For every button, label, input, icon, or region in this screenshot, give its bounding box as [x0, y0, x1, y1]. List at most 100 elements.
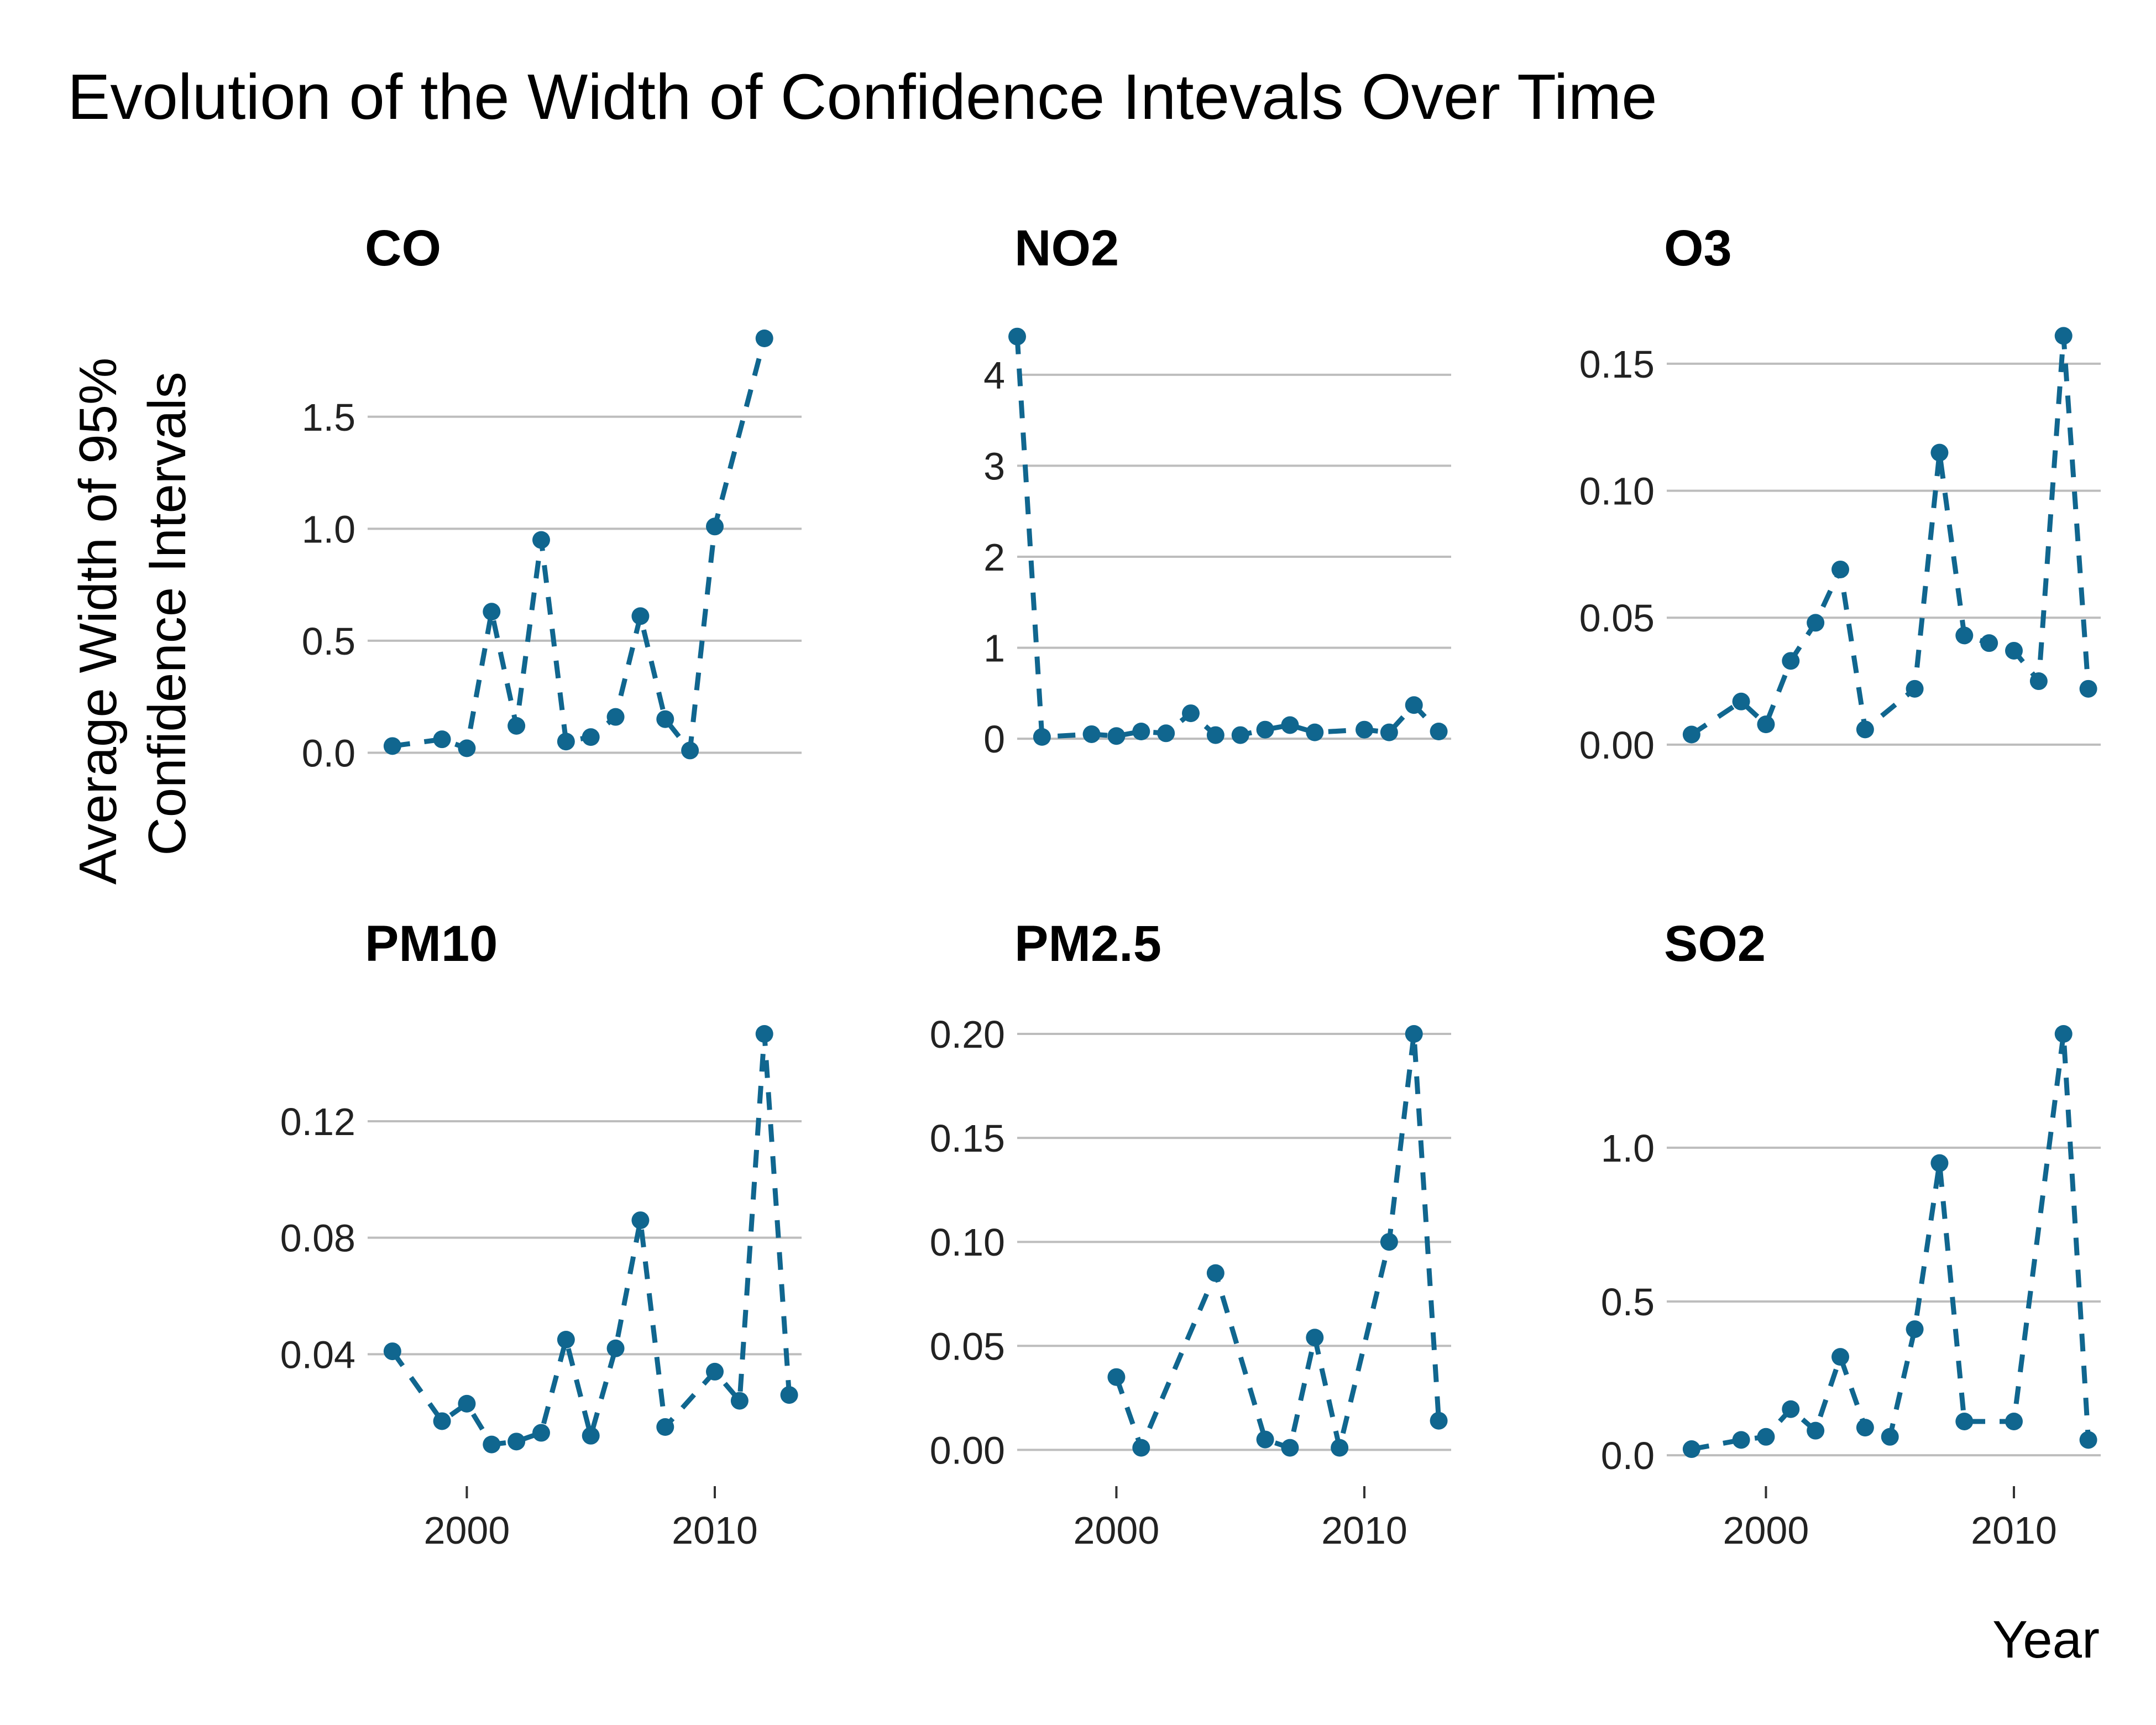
panel-title-no2: NO2 [1014, 220, 1119, 276]
data-point [1881, 1428, 1899, 1446]
data-point [1380, 1233, 1398, 1251]
data-point [532, 1424, 550, 1442]
data-point [2054, 1025, 2073, 1043]
series-line-no2 [1014, 336, 1441, 740]
data-point [1807, 614, 1825, 632]
y-tick-label: 0.5 [302, 620, 355, 663]
series-line-o3 [1690, 336, 2091, 737]
data-point [706, 518, 724, 536]
y-tick-label: 0 [983, 718, 1005, 761]
data-point [656, 710, 674, 728]
data-point [1906, 1320, 1924, 1339]
data-point [755, 330, 773, 347]
y-tick-label: 4 [983, 354, 1005, 397]
x-tick-label: 2000 [1074, 1509, 1160, 1552]
y-axis-label-line-2: Confidence Intervals [138, 372, 197, 855]
data-point [2079, 1431, 2097, 1449]
data-point [1107, 727, 1126, 745]
data-point [433, 730, 451, 749]
data-point [1955, 626, 1974, 645]
data-point [1206, 726, 1224, 744]
data-point [1256, 720, 1274, 739]
data-point [656, 1418, 674, 1436]
panel-pm25: PM2.5 0.00 0.05 0.10 0.15 0.20 2000 2010 [930, 916, 1451, 1552]
data-point [582, 728, 600, 746]
data-point [1231, 726, 1249, 744]
data-point [755, 1025, 773, 1043]
data-point [532, 531, 550, 549]
x-tick-label: 2010 [672, 1509, 758, 1552]
data-point [383, 1342, 401, 1361]
data-point [1182, 704, 1200, 723]
data-point [1955, 1412, 1974, 1430]
facet-panels: CO 0.0 0.5 1.0 1.5 NO2 0 1 2 3 4 O3 0.00 0.05 0.10 0.15… [280, 220, 2101, 1552]
y-tick-label: 1.0 [302, 508, 355, 551]
y-tick-label: 0.05 [1579, 597, 1655, 640]
data-point [1356, 720, 1373, 739]
data-point [1405, 1025, 1423, 1043]
data-point [507, 717, 526, 735]
series-line-pm25 [1114, 1033, 1442, 1455]
data-point [557, 1331, 575, 1348]
panel-title-pm25: PM2.5 [1014, 916, 1161, 972]
data-point [1732, 692, 1750, 710]
data-point [730, 1392, 749, 1410]
data-point [1033, 728, 1051, 746]
y-tick-label: 3 [983, 445, 1005, 488]
data-point [1682, 725, 1700, 744]
data-point [458, 739, 476, 757]
data-point [1430, 1412, 1448, 1430]
data-point [1082, 725, 1101, 743]
data-point [780, 1386, 798, 1404]
data-point [1732, 1431, 1750, 1449]
data-point [433, 1412, 451, 1430]
panel-co: CO 0.0 0.5 1.0 1.5 [302, 220, 802, 775]
x-tick-label: 2000 [424, 1509, 510, 1552]
data-point [458, 1394, 476, 1413]
data-point [1831, 560, 1849, 578]
data-point [1107, 1368, 1126, 1386]
data-point [2054, 327, 2073, 345]
y-tick-label: 0.05 [930, 1325, 1005, 1368]
y-tick-label: 0.10 [930, 1221, 1005, 1264]
data-point [2005, 641, 2023, 660]
panel-title-o3: O3 [1664, 220, 1732, 276]
data-point [2005, 1412, 2023, 1430]
data-point [1132, 1439, 1150, 1457]
y-tick-label: 0.15 [930, 1117, 1005, 1160]
panel-title-pm10: PM10 [365, 916, 498, 972]
panel-no2: NO2 0 1 2 3 4 [983, 220, 1451, 761]
data-point [1380, 723, 1398, 741]
data-point [1930, 443, 1949, 462]
data-point [1281, 1439, 1299, 1457]
y-axis-label-line-1: Average Width of 95% [69, 358, 128, 885]
y-tick-label: 0.00 [1579, 724, 1655, 767]
panel-pm10: PM10 0.04 0.08 0.12 2000 2010 [280, 916, 802, 1552]
data-point [681, 741, 699, 760]
data-point [631, 607, 650, 625]
panel-title-co: CO [365, 220, 441, 276]
panel-so2: SO2 0.0 0.5 1.0 2000 2010 [1601, 916, 2101, 1552]
series-line-co [392, 337, 767, 757]
data-point [1281, 716, 1299, 734]
data-point [2079, 679, 2097, 698]
data-point [1331, 1439, 1349, 1457]
data-point [1256, 1430, 1274, 1449]
data-point [1008, 327, 1026, 346]
data-point [1132, 723, 1150, 740]
y-tick-label: 2 [983, 536, 1005, 579]
data-point [582, 1426, 600, 1445]
data-point [483, 603, 501, 621]
panel-o3: O3 0.00 0.05 0.10 0.15 [1579, 220, 2101, 767]
y-tick-label: 1 [983, 627, 1005, 670]
data-point [1782, 1400, 1800, 1418]
data-point [1430, 723, 1448, 740]
data-point [1757, 715, 1775, 734]
y-tick-label: 1.0 [1601, 1127, 1655, 1170]
y-axis-label: Average Width of 95% Confidence Interval… [69, 343, 197, 885]
series-line-so2 [1691, 1033, 2091, 1452]
y-tick-label: 0.08 [280, 1217, 355, 1260]
series-line-pm10 [390, 1033, 792, 1447]
y-tick-label: 0.0 [302, 731, 355, 775]
